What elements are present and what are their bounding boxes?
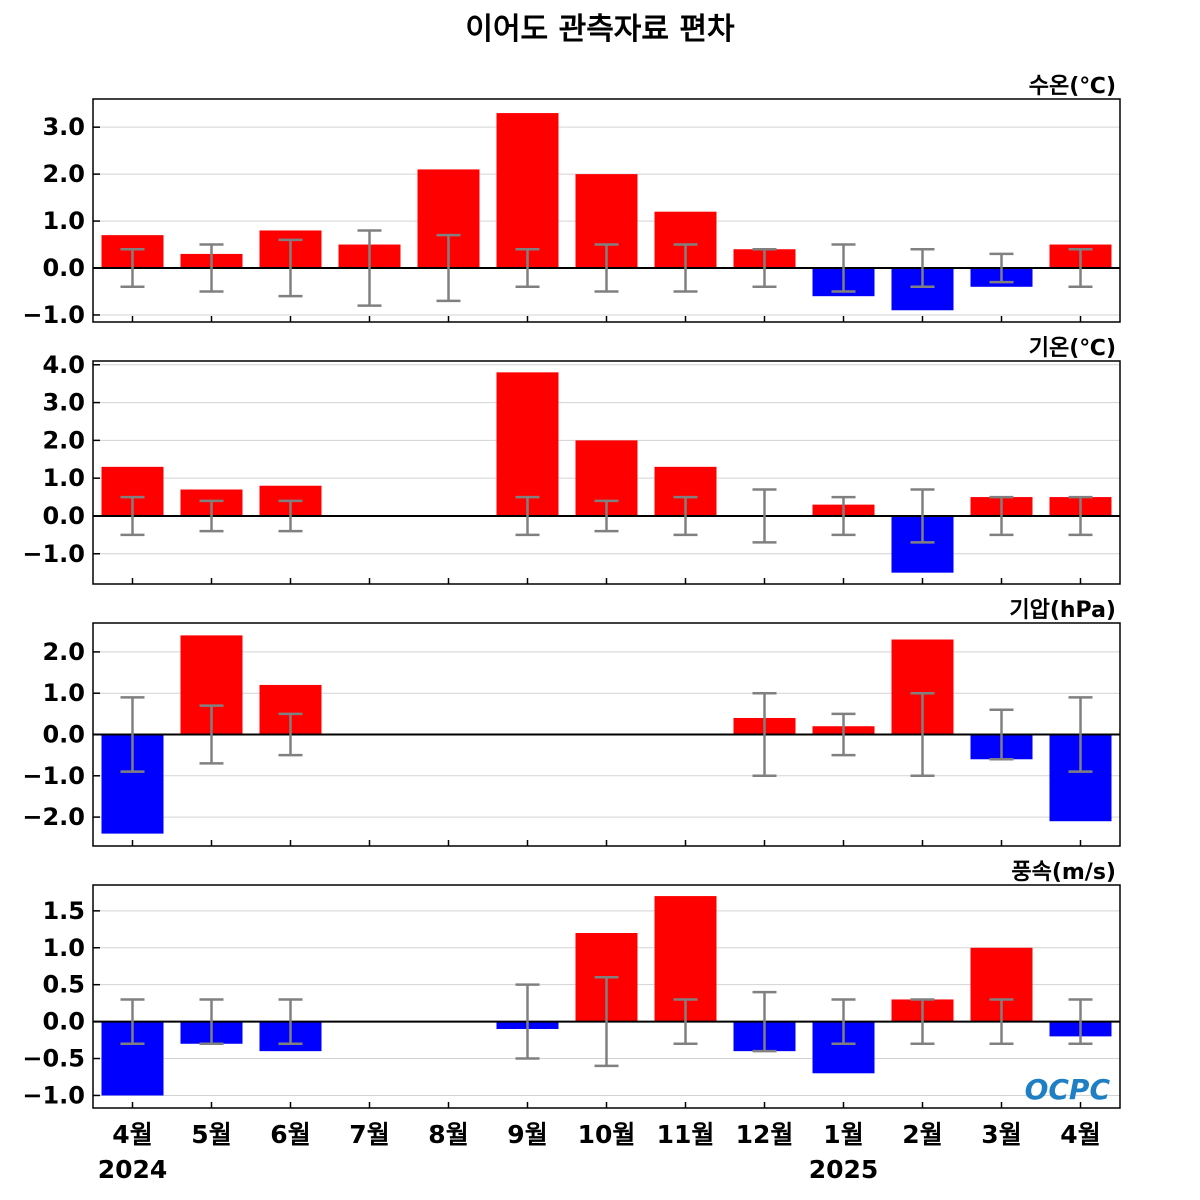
ytick-label-1-3: 2.0 — [42, 426, 85, 454]
bar-0-5 — [496, 113, 559, 269]
ytick-label-0-3: 2.0 — [42, 160, 85, 188]
month-label-9: 1월 — [823, 1120, 863, 1149]
bar-1-5 — [496, 372, 559, 516]
ytick-label-3-4: 1.0 — [42, 934, 85, 962]
ytick-label-0-0: −1.0 — [22, 301, 85, 329]
month-label-3: 7월 — [349, 1120, 389, 1149]
ytick-label-2-0: −2.0 — [22, 803, 85, 831]
month-label-11: 3월 — [981, 1120, 1021, 1149]
chart-title: 이어도 관측자료 편차 — [465, 12, 735, 47]
ytick-label-2-3: 1.0 — [42, 679, 85, 707]
ytick-label-3-1: −0.5 — [22, 1045, 85, 1073]
month-label-10: 2월 — [902, 1120, 942, 1149]
month-label-8: 12월 — [736, 1120, 794, 1149]
month-label-7: 11월 — [657, 1120, 715, 1149]
ytick-label-3-3: 0.5 — [42, 971, 85, 999]
unit-label-2: 기압(hPa) — [1009, 598, 1116, 623]
month-label-0: 4월 — [112, 1120, 152, 1149]
ocpc-logo: OCPC — [1025, 1073, 1111, 1106]
ytick-label-1-4: 3.0 — [42, 389, 85, 417]
month-label-1: 5월 — [191, 1120, 231, 1149]
unit-label-0: 수온(℃) — [1029, 74, 1116, 99]
year-label-0: 2024 — [98, 1155, 168, 1184]
ytick-label-1-2: 1.0 — [42, 464, 85, 492]
ytick-label-3-2: 0.0 — [42, 1008, 85, 1036]
ytick-label-0-1: 0.0 — [42, 254, 85, 282]
month-label-2: 6월 — [270, 1120, 310, 1149]
ytick-label-1-5: 4.0 — [42, 351, 85, 379]
ytick-label-2-4: 2.0 — [42, 638, 85, 666]
ytick-label-3-0: −1.0 — [22, 1081, 85, 1109]
ytick-label-0-4: 3.0 — [42, 113, 85, 141]
unit-label-3: 풍속(m/s) — [1011, 860, 1116, 885]
ytick-label-1-1: 0.0 — [42, 502, 85, 530]
month-label-4: 8월 — [428, 1120, 468, 1149]
month-label-12: 4월 — [1060, 1120, 1100, 1149]
month-label-6: 10월 — [578, 1120, 636, 1149]
ytick-label-2-1: −1.0 — [22, 762, 85, 790]
ytick-label-1-0: −1.0 — [22, 540, 85, 568]
month-label-5: 9월 — [507, 1120, 547, 1149]
unit-label-1: 기온(℃) — [1029, 336, 1116, 361]
year-label-1: 2025 — [809, 1155, 879, 1184]
ytick-label-3-5: 1.5 — [42, 897, 85, 925]
ytick-label-0-2: 1.0 — [42, 207, 85, 235]
ytick-label-2-2: 0.0 — [42, 721, 85, 749]
